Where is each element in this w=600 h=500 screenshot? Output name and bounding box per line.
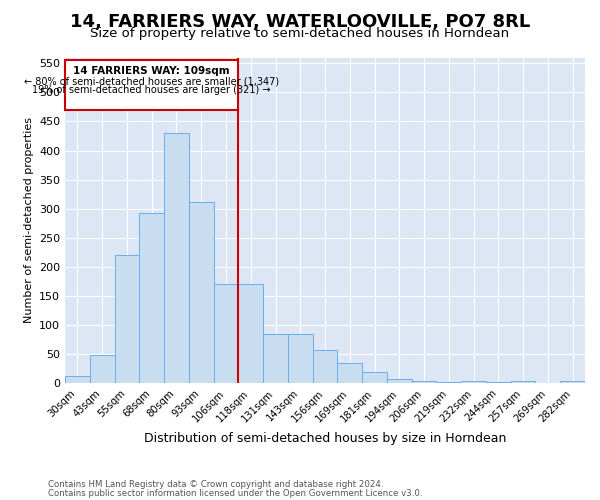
Bar [412, 381, 436, 383]
Bar [139, 213, 164, 383]
Text: 19% of semi-detached houses are larger (321) →: 19% of semi-detached houses are larger (… [32, 85, 271, 95]
Bar [313, 350, 337, 383]
Text: Size of property relative to semi-detached houses in Horndean: Size of property relative to semi-detach… [91, 28, 509, 40]
Bar [214, 284, 238, 383]
Bar [164, 132, 189, 383]
Bar [288, 334, 313, 383]
X-axis label: Distribution of semi-detached houses by size in Horndean: Distribution of semi-detached houses by … [144, 432, 506, 445]
Y-axis label: Number of semi-detached properties: Number of semi-detached properties [23, 118, 34, 324]
Bar [65, 376, 90, 383]
Bar [461, 381, 486, 383]
Text: Contains HM Land Registry data © Crown copyright and database right 2024.: Contains HM Land Registry data © Crown c… [48, 480, 383, 489]
FancyBboxPatch shape [65, 60, 238, 110]
Bar [362, 372, 387, 383]
Bar [238, 284, 263, 383]
Text: 14 FARRIERS WAY: 109sqm: 14 FARRIERS WAY: 109sqm [73, 66, 230, 76]
Bar [387, 379, 412, 383]
Bar [337, 363, 362, 383]
Bar [90, 354, 115, 383]
Bar [486, 382, 511, 383]
Bar [189, 202, 214, 383]
Bar [560, 381, 585, 383]
Text: ← 80% of semi-detached houses are smaller (1,347): ← 80% of semi-detached houses are smalle… [24, 76, 279, 86]
Bar [511, 381, 535, 383]
Bar [436, 382, 461, 383]
Text: 14, FARRIERS WAY, WATERLOOVILLE, PO7 8RL: 14, FARRIERS WAY, WATERLOOVILLE, PO7 8RL [70, 12, 530, 30]
Bar [263, 334, 288, 383]
Text: Contains public sector information licensed under the Open Government Licence v3: Contains public sector information licen… [48, 489, 422, 498]
Bar [115, 254, 139, 383]
